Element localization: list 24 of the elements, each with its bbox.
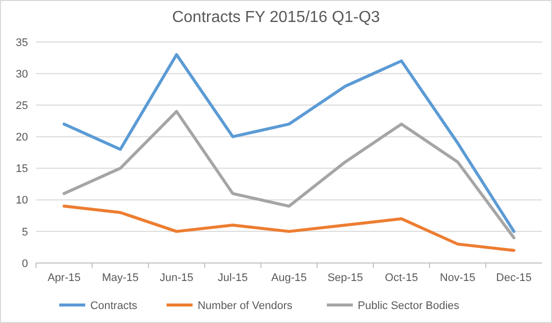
x-tick-label: Jul-15 [218, 272, 248, 284]
x-tick-label: May-15 [102, 272, 139, 284]
x-tick-label: Sep-15 [327, 272, 363, 284]
x-tick-label: Nov-15 [440, 272, 476, 284]
y-tick-label: 20 [16, 132, 28, 144]
y-tick-label: 10 [16, 194, 28, 207]
y-tick-label: 35 [16, 36, 28, 49]
x-tick-label: Dec-15 [496, 272, 532, 284]
legend-label: Public Sector Bodies [358, 300, 460, 312]
legend-label: Number of Vendors [198, 300, 293, 312]
y-tick-label: 0 [22, 258, 28, 270]
y-tick-label: 5 [22, 226, 28, 238]
line-series [62, 204, 516, 252]
y-tick-label: 15 [16, 163, 28, 176]
x-tick-label: Aug-15 [271, 272, 307, 284]
x-tick-label: Jun-15 [160, 272, 194, 284]
line-series [62, 53, 516, 233]
y-tick-label: 25 [16, 100, 28, 112]
chart-title: Contracts FY 2015/16 Q1-Q3 [172, 9, 380, 26]
y-tick-label: 30 [16, 68, 28, 80]
legend-label: Contracts [90, 300, 138, 312]
x-tick-label: Oct-15 [384, 272, 418, 284]
x-tick-label: Apr-15 [48, 272, 81, 284]
line-series [62, 110, 516, 240]
